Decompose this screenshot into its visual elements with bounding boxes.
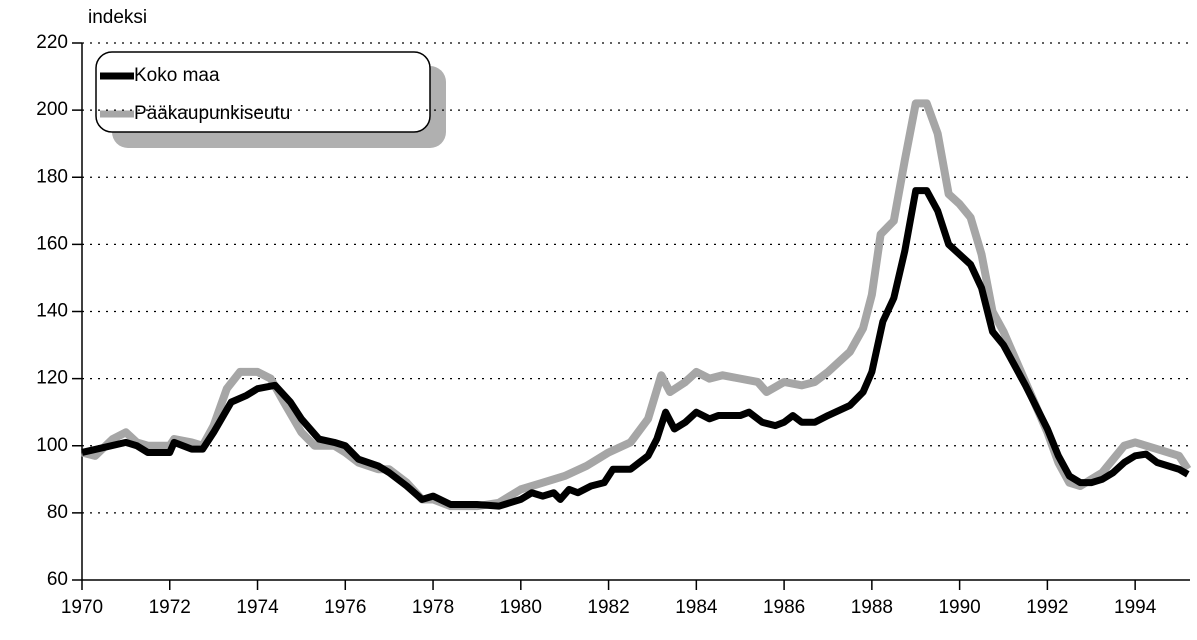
x-tick-label: 1978 (412, 597, 454, 618)
x-tick-label: 1980 (500, 597, 542, 618)
legend: Koko maa Pääkaupunkiseutu (95, 51, 446, 148)
x-tick-label: 1974 (236, 597, 279, 618)
y-tick-label: 80 (47, 502, 68, 523)
y-axis-label: indeksi (88, 7, 147, 28)
x-tick-label: 1984 (675, 597, 718, 618)
y-tick-label: 60 (47, 569, 68, 590)
x-tick-label: 1972 (149, 597, 191, 618)
x-tick-label: 1986 (763, 597, 805, 618)
y-tick-label: 100 (36, 435, 68, 456)
y-tick-label: 120 (36, 368, 68, 389)
y-tick-label: 160 (36, 233, 68, 254)
x-tick-label: 1994 (1114, 597, 1157, 618)
legend-label: Pääkaupunkiseutu (134, 103, 290, 124)
x-tick-label: 1982 (587, 597, 629, 618)
x-tick-label: 1988 (851, 597, 893, 618)
x-tick-label: 1976 (324, 597, 366, 618)
y-tick-label: 180 (36, 166, 68, 187)
y-tick-label: 140 (36, 301, 68, 322)
x-tick-label: 1990 (938, 597, 980, 618)
legend-box (95, 51, 431, 133)
x-tick-label: 1992 (1026, 597, 1068, 618)
y-tick-label: 220 (36, 32, 68, 53)
x-tick-label: 1970 (61, 597, 103, 618)
series-line (81, 99, 1192, 511)
series-line (81, 187, 1190, 510)
legend-label: Koko maa (134, 65, 220, 86)
y-tick-label: 200 (36, 99, 68, 120)
